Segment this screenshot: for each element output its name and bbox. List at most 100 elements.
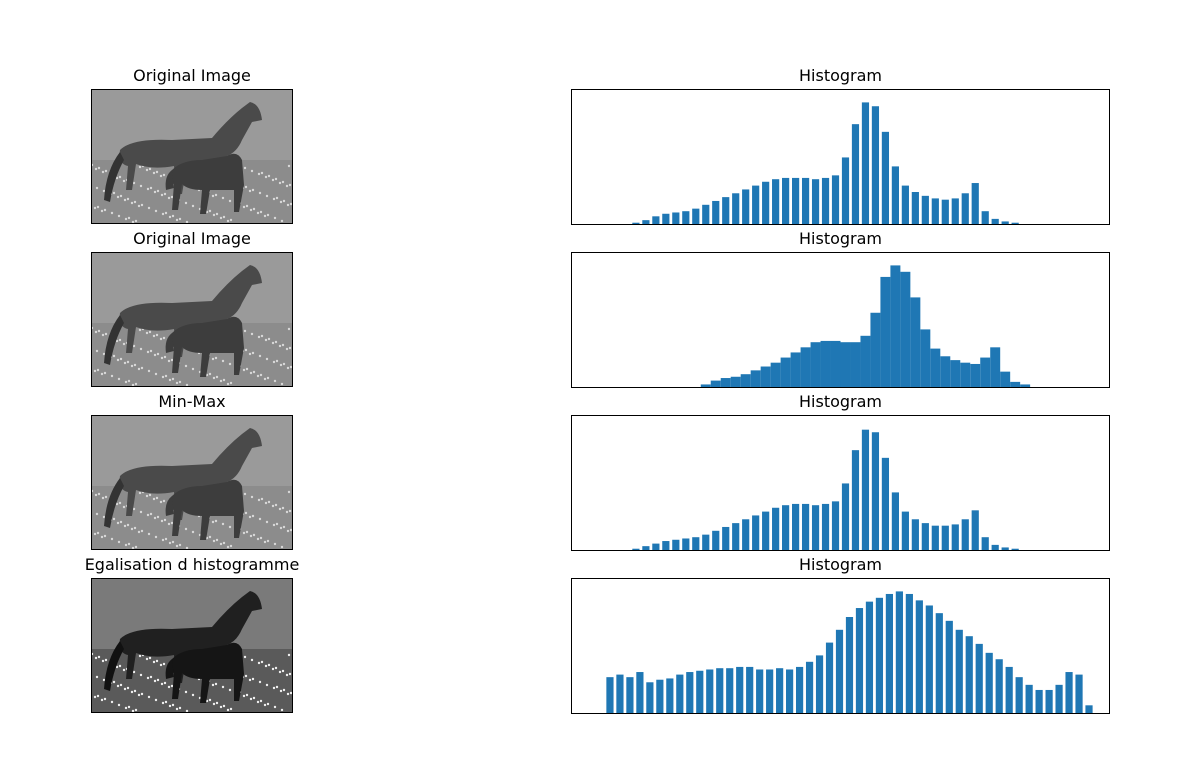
histogram-bar (851, 450, 860, 550)
histogram-bar (712, 200, 720, 224)
histogram-bar (960, 362, 971, 387)
histogram-bar (825, 642, 834, 713)
hist-title: Histogram (799, 229, 882, 248)
histogram-bar (692, 537, 700, 550)
histogram-bar (921, 195, 929, 224)
histogram-bar (881, 131, 890, 224)
histogram-bar (841, 157, 850, 224)
histogram-bar (891, 492, 899, 550)
histogram-bar (901, 511, 909, 550)
hist-title: Histogram (799, 66, 882, 85)
histogram-bar (1015, 677, 1023, 713)
histogram-bar (762, 511, 770, 550)
histogram-bar (930, 348, 941, 387)
histogram-bar (810, 342, 821, 387)
histogram-bar (855, 608, 864, 713)
histogram-bar (1085, 705, 1093, 713)
histogram-bar (910, 297, 921, 387)
histogram-bar (1020, 384, 1031, 387)
histogram-bar (780, 357, 791, 387)
histogram-bar (835, 629, 844, 713)
histogram-bar (945, 620, 953, 713)
hist-title: Histogram (799, 392, 882, 411)
histogram-bar (941, 525, 949, 550)
histogram-bar (891, 166, 899, 224)
horse-photo (92, 416, 292, 549)
histogram-bar (732, 193, 740, 224)
histogram-bar (980, 357, 991, 387)
histogram-bar (652, 543, 660, 550)
histogram-bar (700, 384, 711, 387)
histogram-bar (860, 335, 871, 387)
histogram-bar (762, 181, 770, 224)
histogram-bar (981, 537, 989, 550)
histogram-bar (821, 503, 830, 550)
histogram-bar (1075, 674, 1083, 713)
histogram-bar (905, 593, 913, 713)
histogram-bar (900, 271, 911, 387)
histogram-bar (792, 177, 800, 224)
histogram-bar (915, 600, 923, 713)
histogram-bar (961, 519, 969, 550)
histogram-svg (606, 591, 1093, 713)
histogram-bar (722, 526, 730, 550)
histogram-bar (686, 672, 694, 713)
horse-image (91, 252, 293, 387)
histogram-bar (616, 674, 624, 713)
histogram-bar (746, 666, 754, 713)
horse-image (91, 415, 293, 550)
histogram-bar (1045, 689, 1053, 713)
histogram-bar (726, 668, 734, 713)
histogram-bar (971, 183, 979, 224)
histogram-bar (672, 212, 680, 224)
histogram-bar (805, 661, 814, 713)
histogram-bar (1035, 689, 1043, 713)
histogram-bar (766, 669, 774, 713)
histogram-bar (752, 515, 760, 550)
histogram-bar (702, 534, 710, 550)
histogram-bar (740, 374, 751, 387)
histogram-bar (632, 548, 640, 550)
histogram-bar (642, 220, 650, 224)
histogram-bar (981, 211, 989, 224)
image-title: Egalisation d histogramme (84, 555, 300, 574)
histogram-bar (941, 199, 949, 224)
histogram-bar (1001, 221, 1009, 224)
histogram-bar (831, 501, 840, 550)
histogram-bar (830, 340, 841, 387)
horse-image (91, 578, 293, 713)
histogram-bar (901, 185, 909, 224)
histogram-bar (845, 617, 854, 713)
histogram-bar (652, 216, 660, 224)
histogram-bar (920, 329, 931, 387)
histogram-chart (571, 578, 1110, 714)
histogram-bar (861, 102, 870, 224)
histogram-svg (632, 429, 1019, 550)
histogram-bar (871, 106, 880, 224)
histogram-bar (815, 655, 824, 713)
histogram-bar (606, 677, 614, 713)
histogram-bar (850, 342, 861, 387)
histogram-bar (692, 208, 700, 224)
horse-image (91, 89, 293, 224)
histogram-bar (961, 193, 969, 224)
histogram-bar (881, 457, 890, 550)
histogram-bar (672, 539, 680, 550)
histogram-bar (991, 218, 999, 224)
histogram-chart (571, 89, 1110, 225)
histogram-bar (931, 525, 939, 550)
histogram-bar (971, 510, 979, 550)
histogram-bar (782, 177, 790, 224)
histogram-bar (811, 505, 820, 550)
histogram-bar (742, 519, 750, 550)
histogram-bar (820, 340, 831, 387)
histogram-bar (831, 175, 840, 224)
histogram-bar (636, 672, 644, 713)
histogram-bar (750, 370, 761, 387)
histogram-bar (722, 197, 730, 224)
histogram-bar (951, 524, 959, 550)
histogram-bar (682, 538, 690, 550)
image-title: Min-Max (158, 392, 226, 411)
histogram-bar (676, 674, 684, 713)
histogram-bar (800, 347, 811, 387)
